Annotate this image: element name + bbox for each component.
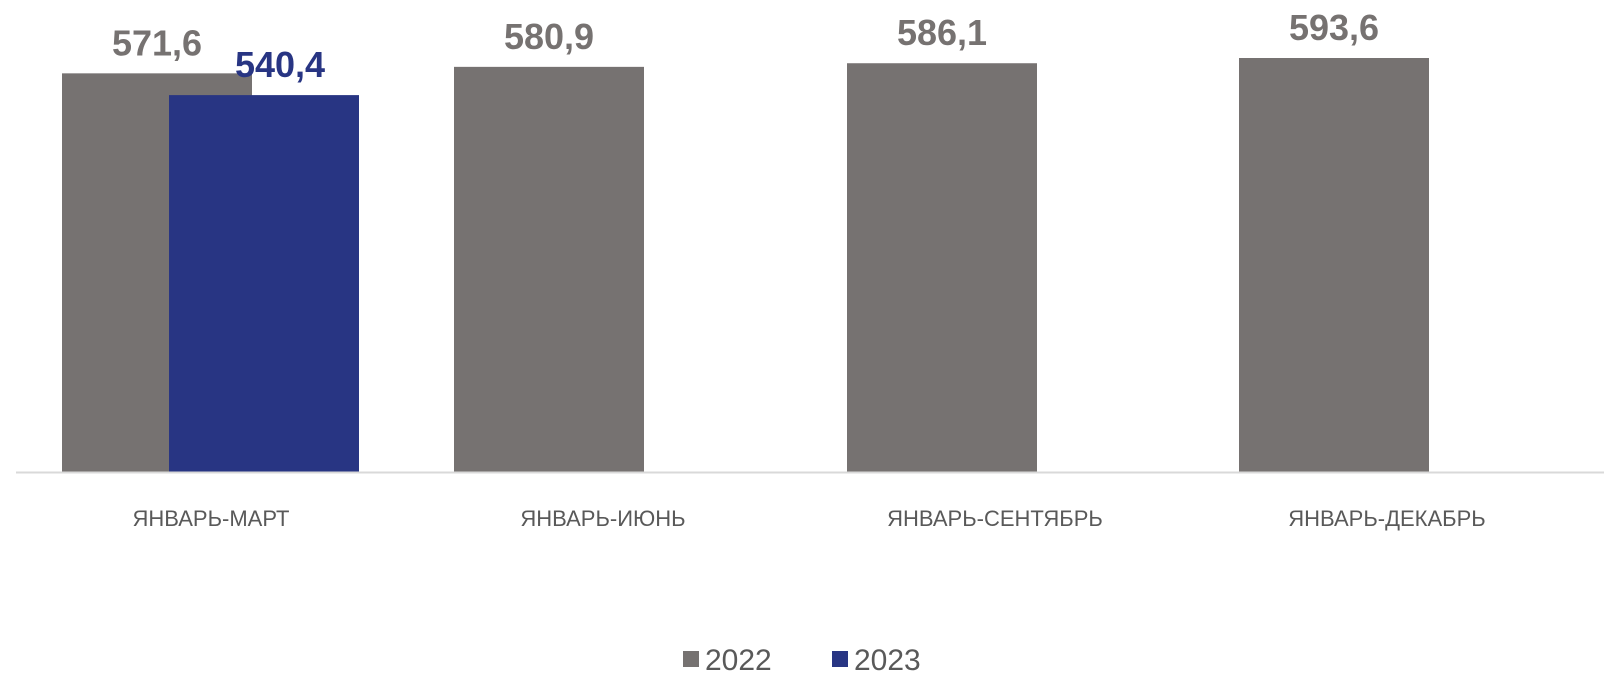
legend-swatch-2022 bbox=[683, 651, 699, 667]
bar-2023-1 bbox=[169, 95, 359, 473]
category-label-4: ЯНВАРЬ-ДЕКАБРЬ bbox=[1288, 506, 1485, 531]
bar-2022-4 bbox=[1239, 58, 1429, 472]
bars-group bbox=[62, 58, 1429, 473]
data-label-2022-3: 586,1 bbox=[897, 12, 987, 53]
bar-2022-2 bbox=[454, 66, 644, 472]
data-labels-group: 571,6 580,9 586,1 593,6 540,4 bbox=[112, 7, 1379, 85]
legend-label-2023: 2023 bbox=[854, 644, 921, 677]
category-label-1: ЯНВАРЬ-МАРТ bbox=[133, 506, 290, 531]
legend-swatch-2023 bbox=[832, 651, 848, 667]
data-label-2023-1: 540,4 bbox=[235, 44, 325, 85]
data-label-2022-1: 571,6 bbox=[112, 22, 202, 63]
category-labels-group: ЯНВАРЬ-МАРТ ЯНВАРЬ-ИЮНЬ ЯНВАРЬ-СЕНТЯБРЬ ЯНВ… bbox=[133, 506, 1486, 531]
data-label-2022-4: 593,6 bbox=[1289, 7, 1379, 48]
data-label-2022-2: 580,9 bbox=[504, 16, 594, 57]
legend: 2022 2023 bbox=[683, 644, 921, 677]
category-label-2: ЯНВАРЬ-ИЮНЬ bbox=[520, 506, 685, 531]
category-label-3: ЯНВАРЬ-СЕНТЯБРЬ bbox=[887, 506, 1103, 531]
bar-2022-3 bbox=[847, 63, 1037, 472]
legend-label-2022: 2022 bbox=[705, 644, 772, 677]
